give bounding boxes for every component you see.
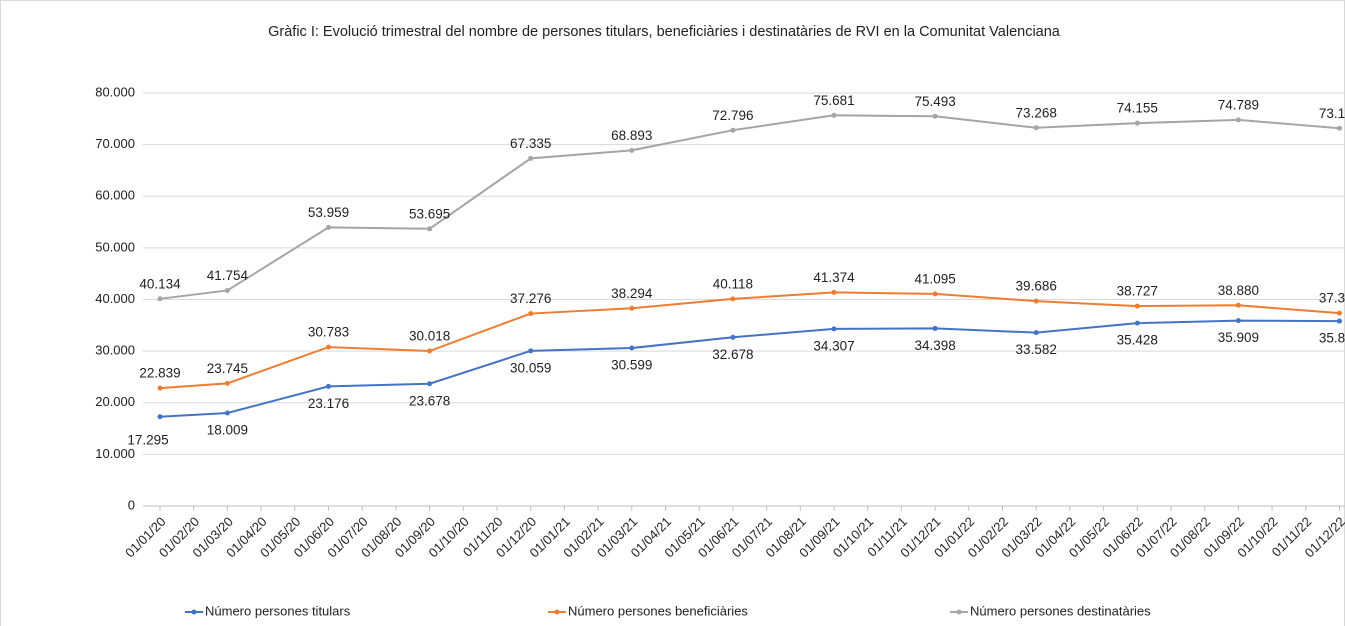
y-tick-label: 70.000	[95, 136, 135, 151]
data-point	[1134, 120, 1140, 126]
data-point	[629, 305, 635, 311]
data-point	[528, 311, 534, 317]
data-point	[427, 381, 433, 387]
data-point	[1235, 302, 1241, 308]
data-label: 30.783	[308, 325, 349, 340]
data-label: 53.959	[308, 205, 349, 220]
data-point	[528, 348, 534, 354]
data-label: 37.276	[510, 291, 551, 306]
data-point	[1337, 125, 1342, 131]
data-label: 34.398	[914, 338, 955, 353]
data-point	[528, 155, 534, 161]
data-label: 23.745	[207, 361, 248, 376]
data-label: 35.428	[1117, 333, 1158, 348]
data-label: 17.295	[127, 432, 168, 447]
y-tick-label: 20.000	[95, 394, 135, 409]
y-tick-label: 80.000	[95, 84, 135, 99]
data-label: 75.493	[914, 94, 955, 109]
data-label: 53.695	[409, 206, 450, 221]
data-point	[1235, 117, 1241, 123]
data-label: 35.821	[1319, 331, 1345, 346]
data-label: 68.893	[611, 128, 652, 143]
data-point	[831, 289, 837, 295]
data-label: 74.155	[1117, 101, 1158, 116]
data-point	[1337, 318, 1342, 324]
data-label: 18.009	[207, 423, 248, 438]
data-label: 30.599	[611, 358, 652, 373]
data-label: 72.796	[712, 108, 753, 123]
data-point	[1033, 125, 1039, 131]
data-label: 23.678	[409, 393, 450, 408]
data-label: 37.360	[1319, 291, 1345, 306]
data-point	[831, 112, 837, 118]
legend-label: Número persones beneficiàries	[568, 603, 748, 618]
data-label: 40.134	[139, 276, 181, 291]
data-label: 35.909	[1218, 330, 1259, 345]
data-label: 38.727	[1117, 284, 1158, 299]
data-point	[1033, 298, 1039, 304]
data-label: 41.754	[207, 268, 249, 283]
data-point	[1033, 330, 1039, 336]
data-point	[629, 345, 635, 351]
data-point	[326, 224, 331, 230]
data-point	[1337, 310, 1342, 316]
legend-marker	[956, 609, 962, 615]
data-point	[224, 410, 230, 416]
data-label: 34.307	[813, 338, 854, 353]
legend-label: Número persones destinatàries	[970, 603, 1151, 618]
y-tick-label: 50.000	[95, 239, 135, 254]
data-label: 33.582	[1016, 342, 1057, 357]
y-tick-label: 10.000	[95, 446, 135, 461]
data-point	[1134, 320, 1140, 326]
data-label: 73.180	[1319, 106, 1345, 121]
series-line	[159, 291, 1340, 390]
data-label: 41.374	[813, 270, 855, 285]
data-label: 41.095	[914, 271, 955, 286]
data-point	[427, 348, 433, 354]
data-label: 22.839	[139, 366, 180, 381]
data-label: 40.118	[713, 276, 753, 291]
y-tick-label: 0	[128, 497, 135, 512]
data-point	[326, 344, 331, 350]
data-point	[730, 296, 736, 302]
legend-marker	[554, 609, 560, 615]
data-point	[157, 296, 163, 302]
data-point	[932, 291, 938, 297]
data-point	[1235, 318, 1241, 324]
legend-label: Número persones titulars	[205, 603, 351, 618]
data-label: 23.176	[308, 396, 349, 411]
data-point	[730, 334, 736, 340]
data-point	[224, 380, 230, 386]
data-label: 39.686	[1016, 279, 1057, 294]
chart-title: Gràfic I: Evolució trimestral del nombre…	[268, 24, 1061, 40]
data-point	[629, 147, 635, 153]
legend-marker	[191, 609, 197, 615]
data-point	[427, 226, 433, 232]
y-tick-label: 60.000	[95, 188, 135, 203]
data-point	[932, 325, 938, 331]
data-point	[157, 385, 163, 391]
data-label: 38.294	[611, 286, 653, 301]
data-point	[831, 326, 837, 332]
data-label: 30.059	[510, 360, 551, 375]
data-point	[224, 287, 230, 293]
data-label: 30.018	[409, 329, 450, 344]
data-label: 67.335	[510, 136, 551, 151]
data-label: 32.678	[712, 347, 753, 362]
data-label: 75.681	[813, 93, 854, 108]
data-point	[730, 127, 736, 133]
data-point	[932, 113, 938, 119]
y-tick-label: 30.000	[95, 343, 135, 358]
data-label: 73.268	[1016, 105, 1057, 120]
y-tick-label: 40.000	[95, 291, 135, 306]
data-label: 38.880	[1218, 283, 1259, 298]
data-point	[326, 383, 331, 389]
data-point	[157, 414, 163, 420]
data-point	[1134, 303, 1140, 309]
data-label: 74.789	[1218, 97, 1259, 112]
